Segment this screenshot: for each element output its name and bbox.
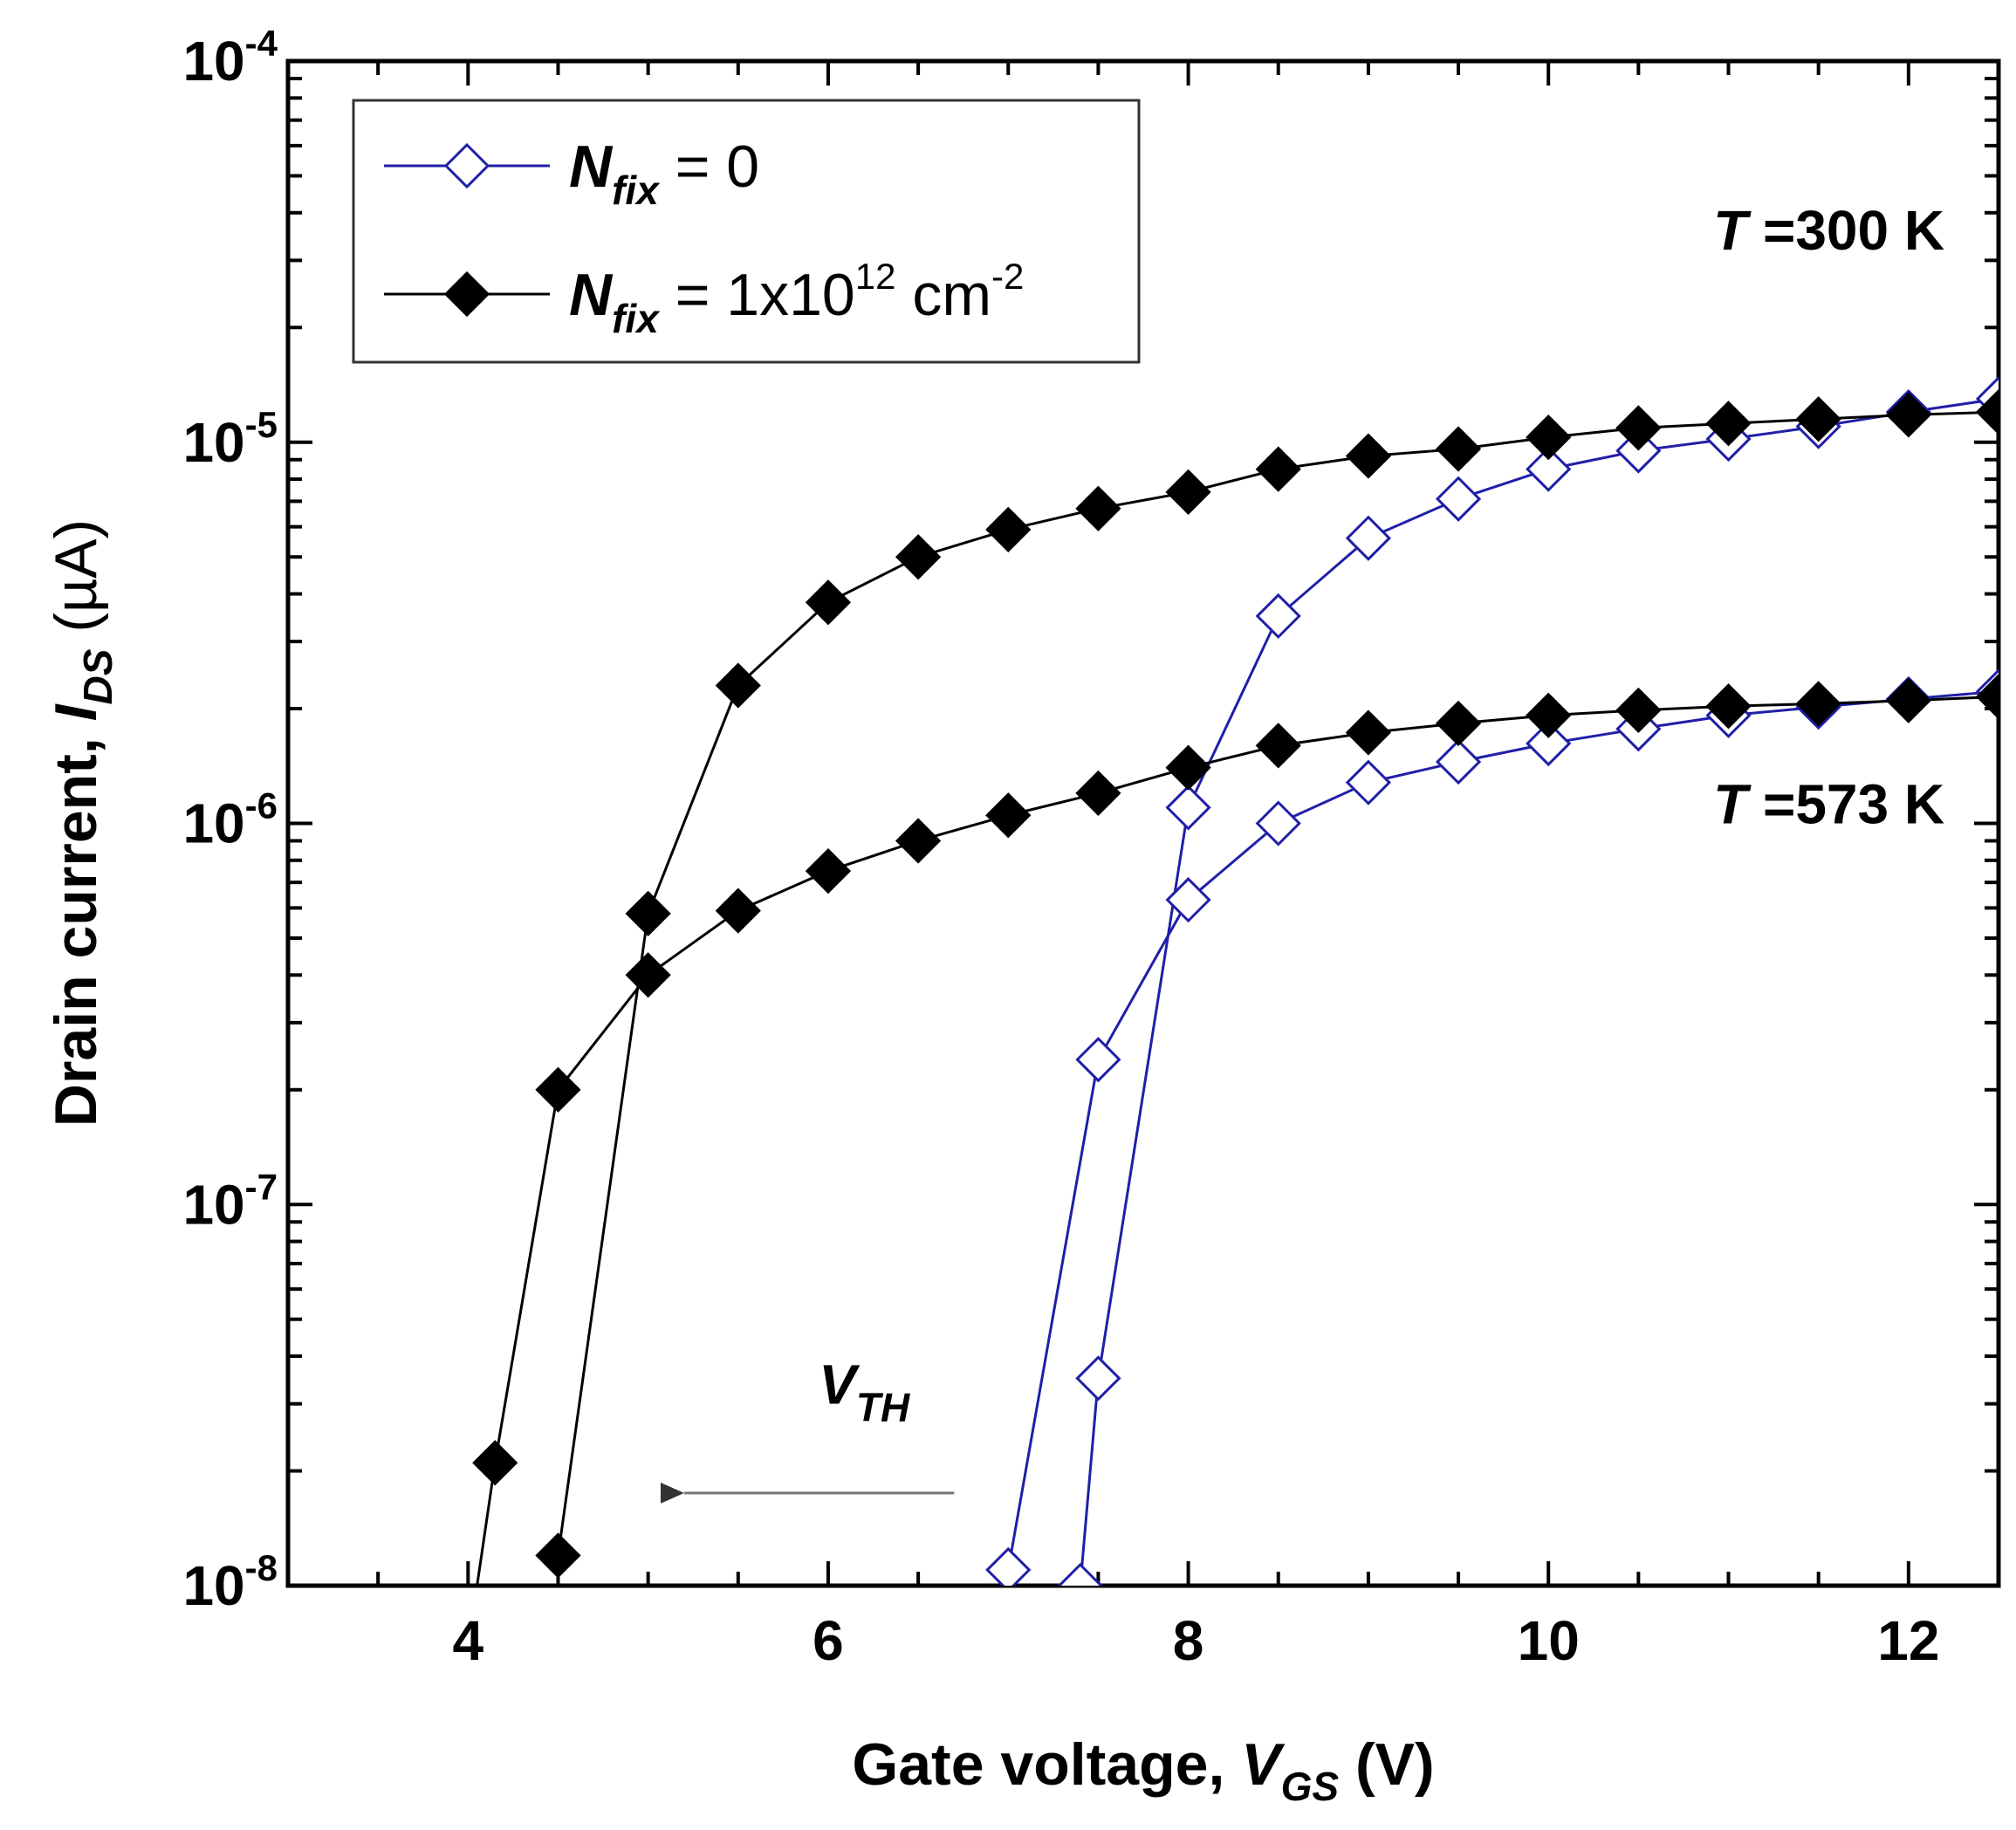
legend-box [352,99,1141,364]
series-markers [472,375,1999,1586]
data-point-open-diamond [1075,1037,1121,1083]
data-point-filled-diamond [805,579,852,626]
data-point-filled-diamond [805,847,852,894]
data-point-filled-diamond [1975,389,1999,435]
data-point-open-diamond [1435,738,1482,785]
series-line-extension [476,1463,497,1586]
series-lines [476,397,1999,1586]
data-point-filled-diamond [1526,415,1572,461]
annotation-t300: T =300 K [1713,199,1944,262]
legend-label-nfix-1e12: Nfix = 1x1012 cm-2 [569,256,1024,341]
legend-marker-filled-diamond [443,271,490,318]
data-point-filled-diamond [1795,396,1841,442]
data-point-open-diamond [1255,800,1301,846]
data-point-filled-diamond [1255,446,1301,492]
data-point-open-diamond [1435,476,1482,522]
data-point-open-diamond [1345,759,1392,805]
data-point-filled-diamond [1345,709,1392,756]
data-point-filled-diamond [1345,433,1392,479]
data-point-open-diamond [1526,446,1572,492]
data-point-filled-diamond [1885,677,1931,723]
data-point-open-diamond [1345,515,1392,561]
data-point-filled-diamond [1526,692,1572,738]
x-tick-label: 4 [453,1609,484,1672]
data-point-filled-diamond [625,890,671,936]
data-point-filled-diamond [715,888,761,934]
data-point-filled-diamond [472,1440,518,1486]
annotation-vth: VTH [819,1354,910,1430]
data-point-open-diamond [1057,1562,1103,1586]
data-point-open-diamond [1165,785,1211,831]
data-point-filled-diamond [985,792,1032,839]
data-point-filled-diamond [625,952,671,998]
series-line-3 [556,410,1999,1556]
y-tick-label: 10-7 [182,1166,278,1236]
y-tick-label: 10-6 [182,785,278,855]
data-point-open-diamond [1255,593,1301,639]
data-point-filled-diamond [985,506,1032,552]
y-tick-labels: 10-8 10-7 10-6 10-5 10-4 [182,23,278,1617]
data-point-filled-diamond [895,818,942,864]
y-tick-label: 10-5 [182,404,278,474]
y-tick-label: 10-4 [182,23,278,93]
data-point-filled-diamond [1885,392,1931,438]
data-point-filled-diamond [535,1066,581,1113]
annotation-t573: T =573 K [1713,773,1944,836]
x-tick-label: 6 [813,1609,844,1672]
axis-ticks [288,59,2000,1587]
data-point-filled-diamond [1615,687,1662,734]
data-point-open-diamond [1165,877,1211,923]
legend-label-nfix-0: Nfix = 0 [569,134,759,213]
data-point-filled-diamond [1255,723,1301,769]
x-tick-labels: 4 6 8 10 12 [453,1609,1940,1672]
data-point-filled-diamond [715,662,761,709]
data-point-open-diamond [985,1546,1032,1586]
data-point-open-diamond [1075,1355,1121,1402]
data-point-filled-diamond [1705,401,1752,447]
data-point-filled-diamond [1075,485,1121,531]
y-tick-label: 10-8 [182,1547,278,1617]
x-tick-label: 8 [1173,1609,1204,1672]
data-point-filled-diamond [535,1532,581,1579]
x-tick-label: 12 [1877,1609,1939,1672]
data-point-filled-diamond [1615,405,1662,451]
data-point-filled-diamond [1795,681,1841,727]
series-line-1 [1079,397,1999,1586]
data-point-open-diamond [1526,720,1572,767]
y-axis-title: Drain current, IDS (µA) [43,519,120,1127]
data-point-filled-diamond [1975,674,1999,720]
legend-marker-open-diamond [443,142,490,189]
data-point-filled-diamond [1705,683,1752,730]
legend: Nfix = 0 Nfix = 1x1012 cm-2 [352,99,1141,364]
x-axis-title: Gate voltage, VGS (V) [852,1731,1434,1809]
data-point-filled-diamond [1165,469,1211,515]
data-point-filled-diamond [1435,700,1482,746]
data-point-filled-diamond [1075,770,1121,817]
x-tick-label: 10 [1518,1609,1580,1672]
data-point-filled-diamond [1165,744,1211,791]
data-point-filled-diamond [1435,426,1482,472]
data-point-filled-diamond [895,534,942,580]
